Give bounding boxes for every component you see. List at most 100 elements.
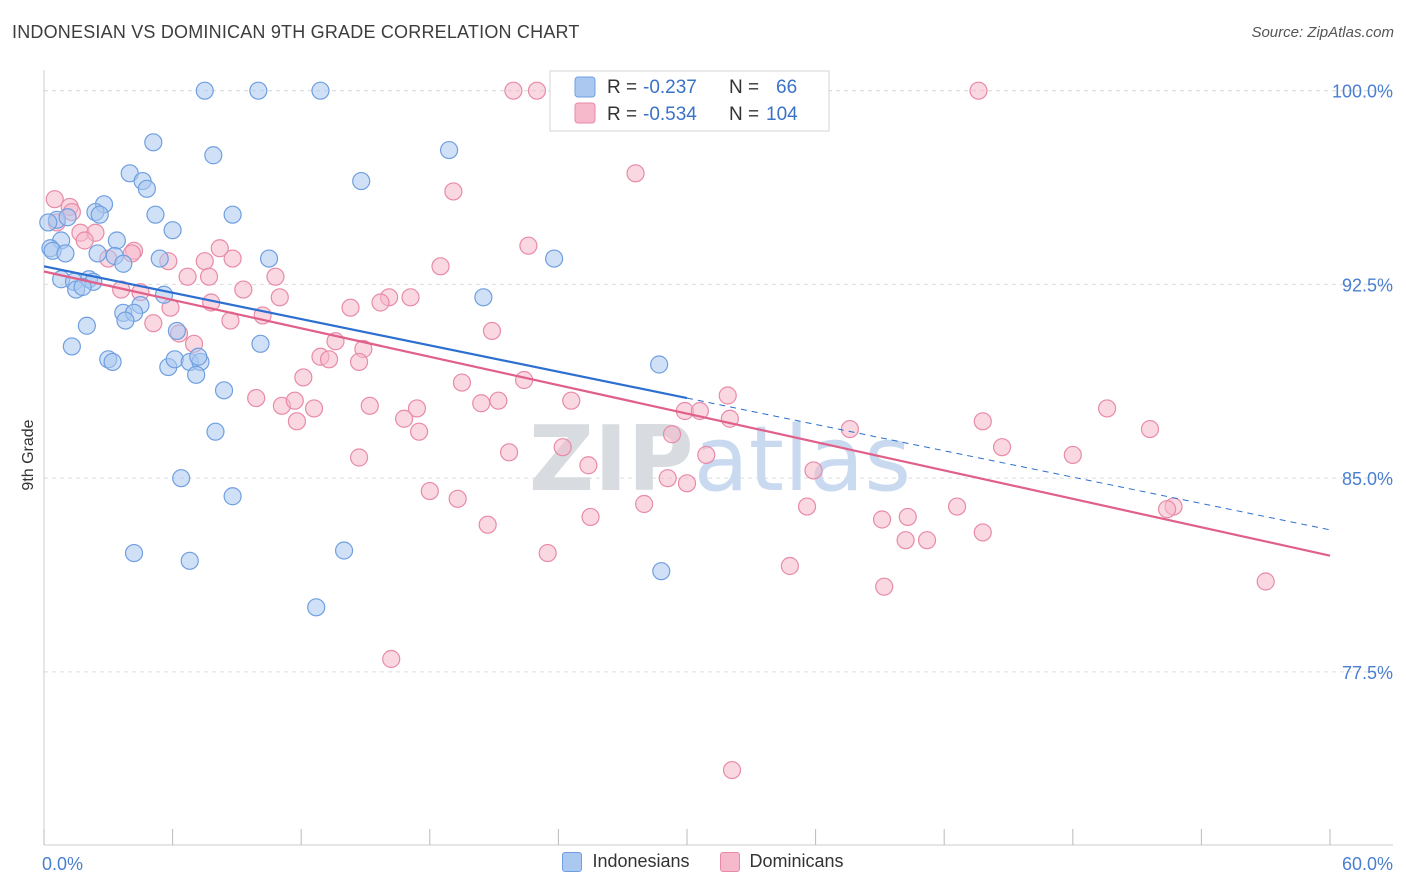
data-point <box>56 244 75 263</box>
data-point <box>352 171 371 191</box>
data-point <box>234 280 253 299</box>
legend-swatch-indonesians <box>562 851 583 872</box>
data-point <box>187 365 206 384</box>
data-point <box>266 267 285 286</box>
data-point <box>898 507 917 527</box>
data-point <box>382 649 401 669</box>
data-point <box>482 321 502 341</box>
data-point <box>360 396 379 415</box>
data-point <box>658 469 677 488</box>
legend-n-label-dominicans: N = <box>729 104 759 125</box>
y-tick-labels: 77.5% 85.0% 92.5% 100.0% <box>1332 82 1393 683</box>
series-legend: Indonesians Dominicans <box>0 851 1406 872</box>
chart-title: INDONESIAN VS DOMINICAN 9TH GRADE CORREL… <box>12 22 580 42</box>
legend-label-dominicans: Dominicans <box>749 851 844 871</box>
legend-n-value-indonesians: 66 <box>776 77 797 98</box>
grid-lines <box>44 90 1393 673</box>
legend-item-indonesians[interactable]: Indonesians <box>562 851 690 872</box>
data-point <box>307 598 326 617</box>
legend-r-label-indonesians: R = <box>607 77 637 98</box>
data-point <box>341 298 360 317</box>
data-point <box>270 288 289 307</box>
data-point <box>223 249 242 268</box>
data-point <box>167 321 186 341</box>
legend-n-value-dominicans: 104 <box>766 104 798 125</box>
data-point <box>223 487 242 506</box>
data-point <box>146 205 165 224</box>
data-point <box>124 543 144 563</box>
data-point <box>206 422 225 441</box>
legend-label-indonesians: Indonesians <box>592 851 690 871</box>
data-point <box>581 507 600 527</box>
legend-r-value-indonesians: -0.237 <box>643 77 697 98</box>
data-point <box>116 311 135 330</box>
data-point <box>635 494 654 514</box>
data-point <box>178 267 197 286</box>
data-point <box>917 531 937 550</box>
data-point <box>553 438 572 457</box>
data-point <box>144 314 163 333</box>
data-point <box>1097 399 1117 418</box>
data-point <box>349 448 369 467</box>
data-point <box>371 293 390 312</box>
data-point <box>431 257 450 276</box>
data-point <box>287 412 307 431</box>
legend-n-label-indonesians: N = <box>729 77 759 98</box>
data-point <box>969 81 988 100</box>
data-point <box>652 562 671 581</box>
data-point <box>251 334 270 353</box>
data-point <box>39 213 58 232</box>
data-point <box>195 252 214 271</box>
data-point <box>474 288 493 307</box>
data-point <box>88 244 107 263</box>
data-point <box>73 277 92 297</box>
y-tick-label: 100.0% <box>1332 82 1393 102</box>
data-point <box>448 489 467 508</box>
data-point <box>797 497 817 516</box>
data-point <box>172 469 191 488</box>
y-tick-label: 92.5% <box>1342 275 1393 295</box>
data-point <box>973 523 992 542</box>
source-note: Source: ZipAtlas.com <box>1251 24 1394 41</box>
data-point <box>677 474 697 493</box>
data-point <box>285 391 304 410</box>
data-point <box>840 419 859 439</box>
data-point <box>144 133 163 152</box>
data-point <box>420 481 439 501</box>
data-point <box>1158 500 1177 519</box>
data-point <box>334 541 354 560</box>
data-point <box>223 205 242 224</box>
data-point <box>249 81 268 100</box>
data-point <box>195 81 214 100</box>
data-point <box>304 399 324 418</box>
data-point <box>538 543 557 563</box>
data-point <box>45 190 64 209</box>
data-point <box>58 208 77 227</box>
data-point <box>214 381 234 400</box>
data-point <box>394 409 414 428</box>
data-point <box>294 368 313 387</box>
data-point <box>407 399 427 418</box>
data-point <box>150 249 169 268</box>
data-point <box>472 394 491 413</box>
data-point <box>478 515 497 534</box>
data-point <box>562 391 581 410</box>
data-point <box>204 146 223 165</box>
stats-legend: R = -0.237 N = 66 R = -0.534 N = 104 <box>549 70 830 132</box>
data-point <box>650 355 669 374</box>
axes <box>43 70 1393 846</box>
trend-line-dominicans <box>43 270 1331 557</box>
legend-item-dominicans[interactable]: Dominicans <box>719 851 844 872</box>
data-point <box>500 443 519 462</box>
data-point <box>527 81 547 100</box>
data-point <box>189 347 208 366</box>
data-point <box>163 221 182 240</box>
x-tick-label-max: 60.0% <box>1342 854 1393 874</box>
legend-r-label-dominicans: R = <box>607 104 637 125</box>
legend-swatch-indonesians <box>574 76 596 98</box>
data-point <box>947 497 967 516</box>
data-point <box>579 456 598 475</box>
series-indonesians <box>39 81 671 617</box>
data-point <box>103 352 122 372</box>
